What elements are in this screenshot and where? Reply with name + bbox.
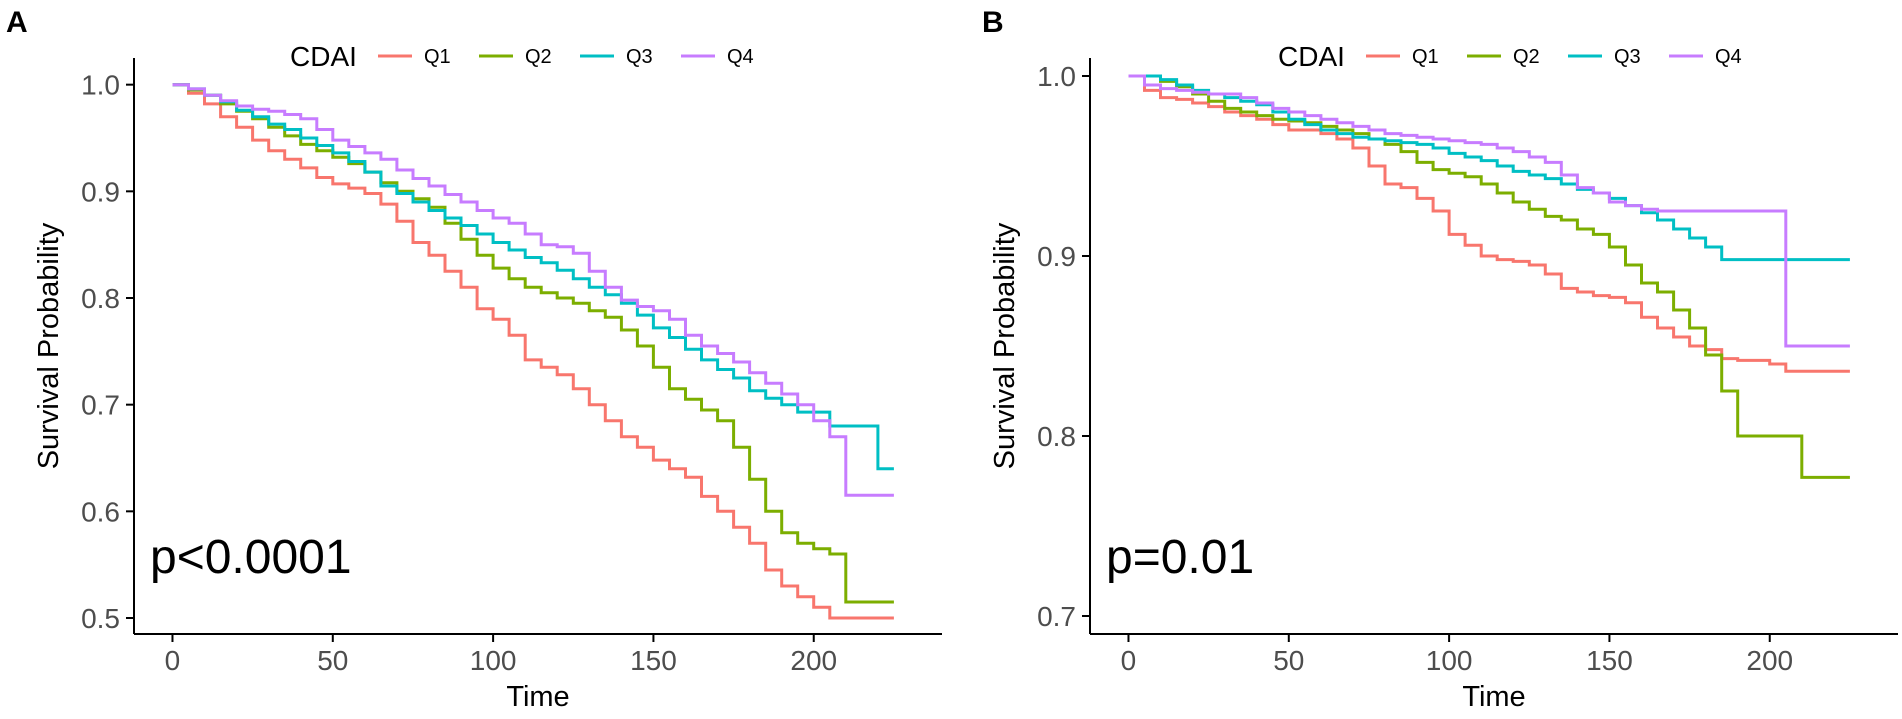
x-tick-label: 0	[165, 645, 181, 676]
series-line-q1	[1128, 74, 1850, 373]
x-tick-label: 150	[1586, 645, 1633, 676]
x-axis-title: Time	[506, 681, 569, 713]
panel-letter: A	[6, 6, 28, 39]
y-axis-title: Survival Probability	[33, 222, 65, 469]
series-line-q4	[1128, 74, 1850, 348]
panel-letter: B	[982, 6, 1004, 39]
y-tick-label: 0.7	[81, 390, 120, 421]
y-tick-label: 0.8	[81, 283, 120, 314]
legend-label-q4: Q4	[727, 46, 754, 68]
legend-label-q1: Q1	[424, 46, 451, 68]
series-line-q3	[1128, 74, 1850, 262]
legend-label-q3: Q3	[1614, 46, 1641, 68]
panel-B: B 0 50 100 150 200 0.7 0.8 0.9 1.0 Time Survival Pr…	[982, 6, 1898, 713]
legend-label-q2: Q2	[525, 46, 552, 68]
y-tick-label: 1.0	[1037, 61, 1076, 92]
x-tick-label: 100	[1426, 645, 1473, 676]
x-tick-label: 50	[317, 645, 348, 676]
x-axis-title: Time	[1462, 681, 1525, 713]
panel-A: A 0 50 100 150 200 0.5 0.6 0.7 0.8 0.9 1.0 Time Survi…	[6, 6, 942, 713]
legend-title: CDAI	[290, 41, 357, 72]
p-value-annotation: p=0.01	[1106, 531, 1254, 584]
legend-label-q1: Q1	[1412, 46, 1439, 68]
x-tick-label: 50	[1273, 645, 1304, 676]
legend-label-q2: Q2	[1513, 46, 1540, 68]
series-line-q2	[172, 83, 894, 604]
x-tick-label: 100	[470, 645, 517, 676]
legend-label-q4: Q4	[1715, 46, 1742, 68]
y-tick-label: 0.6	[81, 496, 120, 527]
series-line-q1	[172, 83, 894, 620]
y-tick-label: 0.7	[1037, 601, 1076, 632]
y-tick-label: 0.9	[1037, 241, 1076, 272]
x-tick-label: 200	[790, 645, 837, 676]
legend-title: CDAI	[1278, 41, 1345, 72]
p-value-annotation: p<0.0001	[150, 531, 352, 584]
x-tick-label: 150	[630, 645, 677, 676]
legend-label-q3: Q3	[626, 46, 653, 68]
x-tick-label: 200	[1746, 645, 1793, 676]
y-tick-label: 1.0	[81, 70, 120, 101]
y-tick-label: 0.8	[1037, 421, 1076, 452]
y-tick-label: 0.5	[81, 603, 120, 634]
x-tick-label: 0	[1121, 645, 1137, 676]
series-line-q2	[1128, 74, 1850, 479]
series-line-q3	[172, 83, 894, 471]
y-axis-title: Survival Probability	[989, 222, 1021, 469]
y-tick-label: 0.9	[81, 176, 120, 207]
series-line-q4	[172, 83, 894, 497]
